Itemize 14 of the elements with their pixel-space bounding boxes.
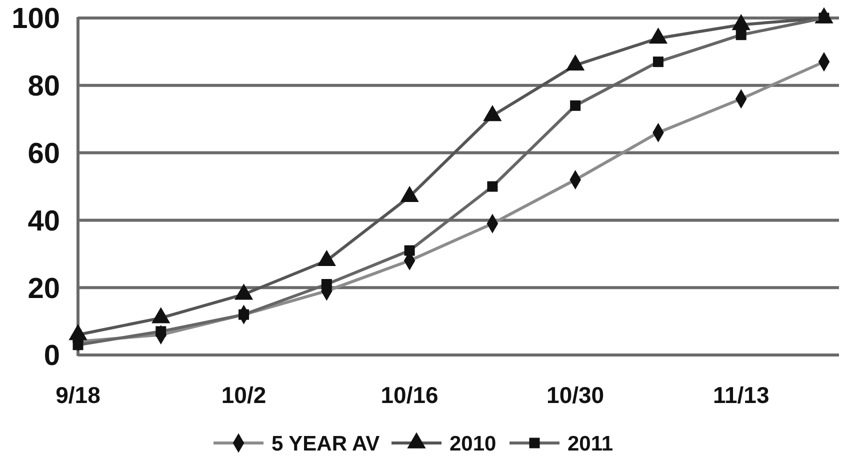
legend-label: 2010 bbox=[450, 432, 496, 456]
y-tick-label: 20 bbox=[28, 272, 60, 305]
y-tick-label: 0 bbox=[44, 340, 60, 372]
y-tick-label: 80 bbox=[28, 70, 60, 103]
y-tick-label: 60 bbox=[28, 138, 60, 170]
x-tick-label: 9/18 bbox=[56, 382, 101, 408]
legend-label: 5 YEAR AV bbox=[272, 432, 380, 456]
x-tick-label: 10/2 bbox=[221, 382, 266, 408]
legend-label: 2011 bbox=[568, 432, 614, 456]
x-tick-label: 11/13 bbox=[712, 382, 770, 408]
x-tick-label: 10/16 bbox=[380, 382, 438, 408]
y-tick-label: 40 bbox=[28, 205, 60, 238]
x-tick-label: 10/30 bbox=[546, 382, 604, 408]
y-tick-label: 100 bbox=[12, 3, 60, 36]
